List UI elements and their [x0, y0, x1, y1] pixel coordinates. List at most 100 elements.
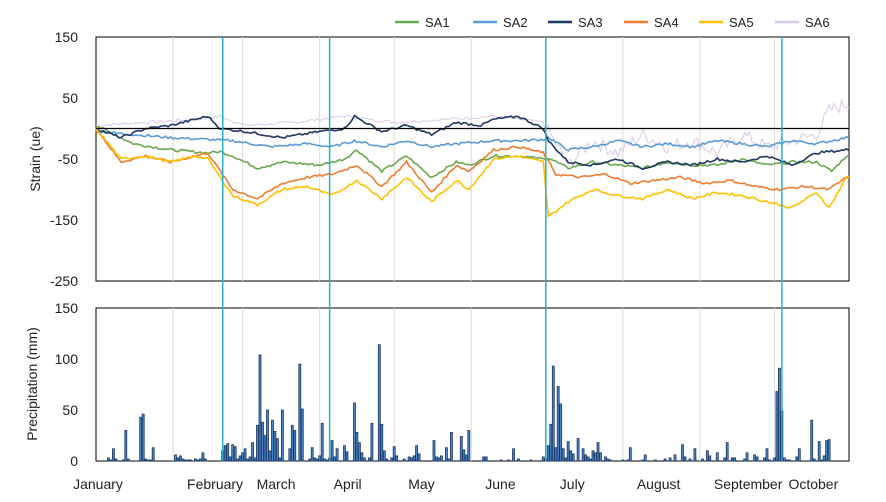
precip-bar	[263, 435, 267, 462]
month-label: May	[408, 476, 434, 492]
precip-bar	[708, 455, 712, 462]
precip-bar	[549, 423, 553, 462]
precip-bar	[367, 457, 371, 462]
precip-bar	[261, 421, 264, 462]
precip-bar	[763, 457, 766, 462]
precip-bar	[581, 448, 585, 462]
precip-bar	[323, 458, 327, 462]
precip-bar	[412, 455, 416, 462]
precip-bar	[246, 458, 250, 462]
precip-bar	[663, 458, 667, 462]
precip-bar	[402, 458, 406, 462]
precip-bar	[653, 459, 657, 462]
precip-bar	[701, 458, 704, 462]
precip-bar	[591, 450, 595, 462]
precip-bar	[785, 459, 789, 462]
precip-bar	[812, 458, 816, 462]
precip-bar	[186, 459, 190, 462]
precip-y-tick-label: 50	[62, 402, 78, 418]
month-label: April	[334, 476, 362, 492]
precip-bar	[415, 445, 419, 462]
precip-bar	[149, 459, 153, 462]
precip-bar	[238, 455, 242, 462]
precip-bar	[241, 452, 245, 462]
precip-bar	[353, 402, 356, 462]
precip-bar	[773, 457, 776, 462]
precip-bar	[271, 419, 274, 462]
precip-bar	[370, 422, 374, 462]
precip-bar	[112, 448, 115, 462]
precip-bar	[820, 459, 824, 462]
series-line-sa4	[95, 129, 850, 200]
precip-bar	[733, 457, 737, 462]
legend: SA1 SA2 SA3 SA4 SA5 SA6	[395, 15, 830, 30]
precip-bar	[357, 442, 361, 462]
precip-bar	[706, 450, 709, 462]
precip-bar	[546, 445, 550, 462]
month-label: March	[257, 476, 296, 492]
precip-bar	[827, 439, 831, 462]
precip-bar	[146, 459, 150, 462]
precip-bar	[188, 459, 192, 462]
precip-bar	[196, 459, 200, 462]
precip-bar	[407, 456, 411, 462]
precip-bar	[435, 456, 438, 462]
precip-bar	[725, 442, 729, 462]
precip-bar	[390, 457, 394, 462]
precip-bar	[822, 455, 826, 462]
precip-bar	[604, 456, 607, 462]
precip-bar	[775, 391, 779, 462]
precip-bar	[681, 444, 684, 462]
precip-bar	[193, 458, 197, 462]
legend-label-sa6: SA6	[805, 15, 830, 30]
precip-bar	[788, 459, 791, 462]
precip-bars-group	[107, 344, 831, 462]
precip-bar	[293, 429, 297, 462]
precip-bar	[621, 459, 625, 462]
precip-bar	[144, 458, 148, 462]
precip-bar	[233, 446, 237, 462]
precip-bar	[437, 457, 441, 462]
precip-bar	[810, 419, 814, 462]
precip-bar	[641, 459, 645, 462]
precip-bar	[231, 444, 235, 462]
precip-bar	[817, 441, 821, 462]
precip-plot-frame	[95, 307, 850, 462]
precip-bar	[109, 459, 113, 462]
month-label: June	[485, 476, 516, 492]
precip-bar	[484, 456, 488, 462]
precip-bar	[248, 456, 252, 462]
precip-bar	[439, 455, 443, 462]
precip-bar	[499, 459, 503, 462]
precip-bar	[693, 448, 697, 462]
precip-bar	[482, 456, 486, 462]
precip-bar	[410, 457, 414, 462]
precip-bar	[362, 457, 366, 462]
precip-bar	[223, 445, 227, 462]
precip-bar	[236, 458, 240, 462]
legend-label-sa1: SA1	[425, 15, 450, 30]
precip-bar	[745, 452, 749, 462]
strain-plot-frame	[95, 36, 850, 282]
precip-bar	[556, 386, 560, 462]
precip-bar	[141, 413, 145, 462]
precip-bar	[551, 365, 555, 462]
precip-bar	[201, 452, 205, 462]
precip-y-ticks: 150 100 50 0	[55, 300, 79, 469]
precip-bar	[559, 403, 563, 462]
precip-bar	[599, 452, 602, 462]
precip-bar	[298, 363, 302, 462]
precip-bar	[566, 441, 570, 462]
precip-bar	[360, 452, 364, 462]
precip-bar	[280, 409, 284, 462]
precip-bar	[730, 457, 734, 462]
precip-bar	[126, 458, 130, 462]
precip-bar	[688, 458, 692, 462]
precip-bar	[176, 457, 180, 462]
precip-y-axis-label: Precipitation (mm)	[24, 327, 40, 441]
precip-bar	[300, 408, 304, 462]
precip-bar	[251, 442, 255, 462]
precip-bar	[355, 431, 359, 462]
precip-bar	[310, 447, 314, 462]
